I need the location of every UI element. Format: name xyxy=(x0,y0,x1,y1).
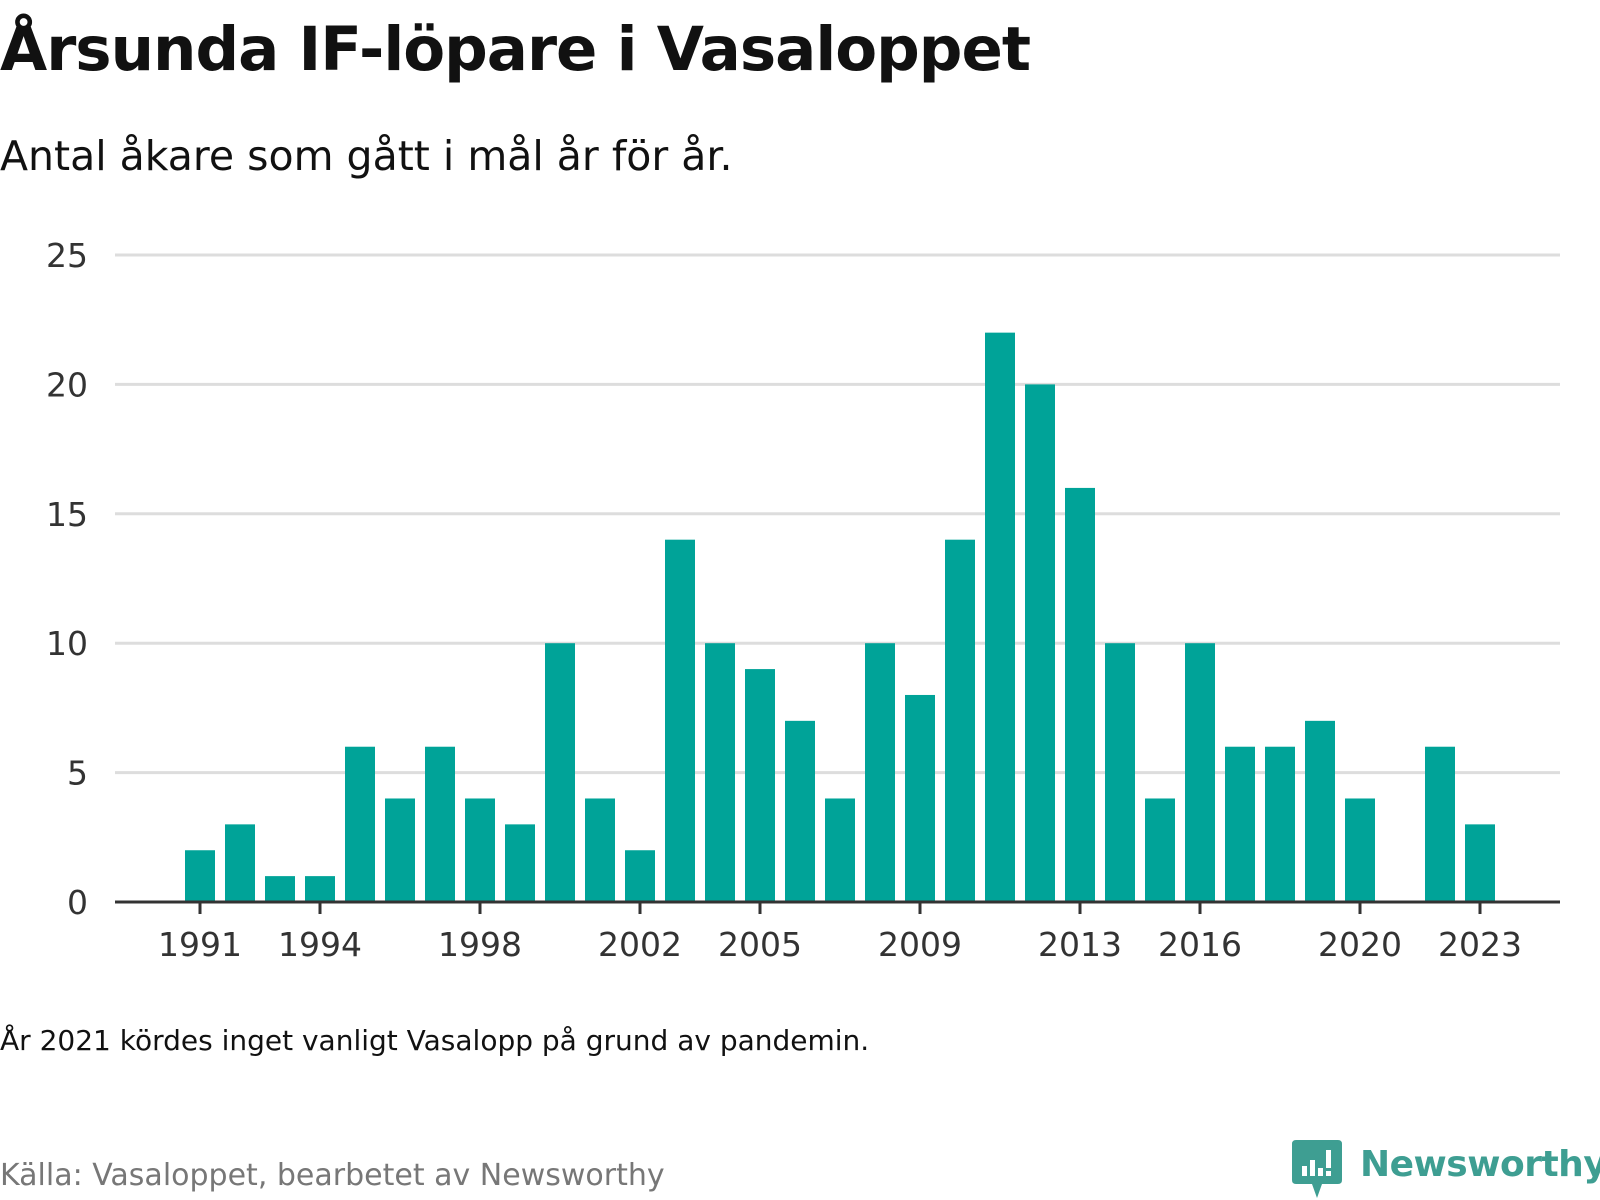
bar-2006 xyxy=(785,720,815,902)
bar-2003 xyxy=(665,539,695,902)
x-tick-label: 2023 xyxy=(1438,925,1522,964)
bar-chart: 0 5 10 15 20 25 1991 1994 1998 2002 2005 2009 2013 2… xyxy=(46,236,1560,964)
x-tick-label: 2016 xyxy=(1158,925,1242,964)
brand-logo: Newsworthy xyxy=(1292,1140,1600,1200)
bar-2013 xyxy=(1065,487,1095,902)
bar-1997 xyxy=(425,746,455,902)
x-tick-label: 1991 xyxy=(158,925,242,964)
x-tick-label: 1998 xyxy=(438,925,522,964)
bar-1994 xyxy=(305,876,335,902)
bar-2011 xyxy=(985,332,1015,902)
bar-2017 xyxy=(1225,746,1255,902)
bar-2009 xyxy=(905,694,935,902)
x-tick-label: 1994 xyxy=(278,925,362,964)
y-tick-label: 0 xyxy=(67,883,88,922)
y-tick-label: 10 xyxy=(46,624,88,663)
bar-2004 xyxy=(705,643,735,902)
chart-note: År 2021 kördes inget vanligt Vasalopp på… xyxy=(0,1024,870,1057)
y-tick-label: 25 xyxy=(46,236,88,275)
bar-1991 xyxy=(185,850,215,902)
x-tick-label: 2002 xyxy=(598,925,682,964)
y-tick-label: 5 xyxy=(67,754,88,793)
bar-2000 xyxy=(545,643,575,902)
bar-2016 xyxy=(1185,643,1215,902)
bar-2007 xyxy=(825,798,855,902)
brand-name: Newsworthy xyxy=(1360,1144,1600,1185)
bar-2010 xyxy=(945,539,975,902)
bar-2020 xyxy=(1345,798,1375,902)
bar-1999 xyxy=(505,824,535,902)
y-axis-ticks: 0 5 10 15 20 25 xyxy=(46,236,88,922)
bar-2019 xyxy=(1305,720,1335,902)
x-tick-label: 2020 xyxy=(1318,925,1402,964)
chart-subtitle: Antal åkare som gått i mål år för år. xyxy=(0,132,733,180)
newsworthy-logo-icon xyxy=(1292,1140,1342,1198)
bar-2014 xyxy=(1105,643,1135,902)
bar-1992 xyxy=(225,824,255,902)
bar-2005 xyxy=(745,669,775,902)
x-axis-ticks: 1991 1994 1998 2002 2005 2009 2013 2016 2020 2023 xyxy=(158,902,1522,964)
source-text: Källa: Vasaloppet, bearbetet av Newswort… xyxy=(0,1158,665,1193)
bar-2001 xyxy=(585,798,615,902)
bar-2023 xyxy=(1465,824,1495,902)
y-tick-label: 20 xyxy=(46,365,88,404)
bar-2018 xyxy=(1265,746,1295,902)
bar-2022 xyxy=(1425,746,1455,902)
bar-2015 xyxy=(1145,798,1175,902)
bar-2002 xyxy=(625,850,655,902)
bar-1998 xyxy=(465,798,495,902)
bars xyxy=(185,332,1495,902)
bar-2012 xyxy=(1025,384,1055,902)
gridlines xyxy=(115,253,1560,775)
x-tick-label: 2009 xyxy=(878,925,962,964)
x-tick-label: 2013 xyxy=(1038,925,1122,964)
x-tick-label: 2005 xyxy=(718,925,802,964)
chart-title: Årsunda IF-löpare i Vasaloppet xyxy=(0,14,1031,85)
y-tick-label: 15 xyxy=(46,495,88,534)
bar-1995 xyxy=(345,746,375,902)
bar-1993 xyxy=(265,876,295,902)
bar-1996 xyxy=(385,798,415,902)
bar-2008 xyxy=(865,643,895,902)
